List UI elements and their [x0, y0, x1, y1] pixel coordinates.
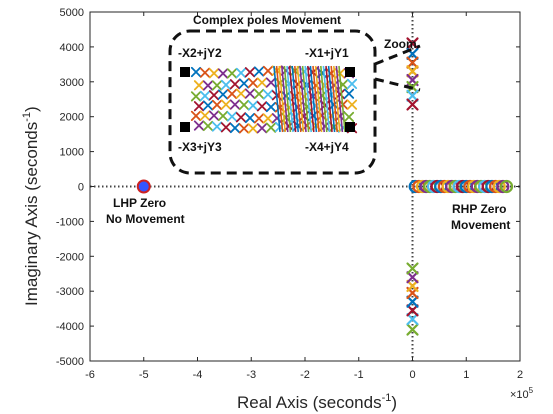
- x-tick-label: -1: [354, 369, 364, 381]
- inset-label-tl: -X2+jY2: [178, 46, 222, 60]
- y-tick-label: -3000: [56, 286, 84, 298]
- y-tick-label: 5000: [60, 7, 84, 19]
- x-tick-label: -2: [300, 369, 310, 381]
- x-tick-label: 2: [517, 369, 523, 381]
- lhp-annotation-line1: LHP Zero: [113, 196, 166, 210]
- x-tick-label: 0: [409, 369, 415, 381]
- rhp-annotation-line2: Movement: [451, 218, 510, 232]
- x-tick-label: -4: [193, 369, 203, 381]
- y-tick-label: 0: [78, 182, 84, 194]
- upper-pole-point: [408, 66, 418, 76]
- inset-corner-marker-tl: [180, 67, 190, 77]
- y-axis-label: Imaginary Axis (seconds-1): [21, 106, 41, 306]
- inset-corner-marker-br: [345, 122, 355, 132]
- x-tick-label: 1: [463, 369, 469, 381]
- y-tick-label: 4000: [60, 42, 84, 54]
- y-tick-label: -4000: [56, 321, 84, 333]
- y-tick-label: -1000: [56, 216, 84, 228]
- inset-corner-marker-bl: [180, 122, 190, 132]
- rhp-annotation-line1: RHP Zero: [452, 202, 506, 216]
- inset-label-bl: -X3+jY3: [178, 140, 222, 154]
- lower-pole-point: [408, 305, 418, 315]
- upper-pole-point: [408, 58, 418, 68]
- inset-corner-marker-tr: [345, 67, 355, 77]
- x-axis-label: Real Axis (seconds-1): [237, 392, 397, 412]
- lhp-zero-point: [138, 181, 150, 193]
- zoom-label: Zoom: [384, 37, 417, 51]
- inset-title: Complex poles Movement: [193, 13, 341, 27]
- y-tick-label: 2000: [60, 112, 84, 124]
- inset-label-tr: -X1+jY1: [305, 46, 349, 60]
- x-tick-label: -5: [139, 369, 149, 381]
- y-tick-label: -2000: [56, 251, 84, 263]
- x-tick-label: -3: [246, 369, 256, 381]
- y-tick-label: -5000: [56, 356, 84, 368]
- inset-zoom: Complex poles Movement -X2+jY2 -X1+jY1 -…: [170, 13, 420, 173]
- x-axis-exponent: ×105: [510, 386, 534, 401]
- inset-label-br: -X4+jY4: [305, 140, 349, 154]
- y-tick-label: 3000: [60, 77, 84, 89]
- lhp-annotation-line2: No Movement: [106, 212, 185, 226]
- x-tick-label: -6: [85, 369, 95, 381]
- lower-pole-point: [408, 314, 418, 324]
- y-tick-label: 1000: [60, 147, 84, 159]
